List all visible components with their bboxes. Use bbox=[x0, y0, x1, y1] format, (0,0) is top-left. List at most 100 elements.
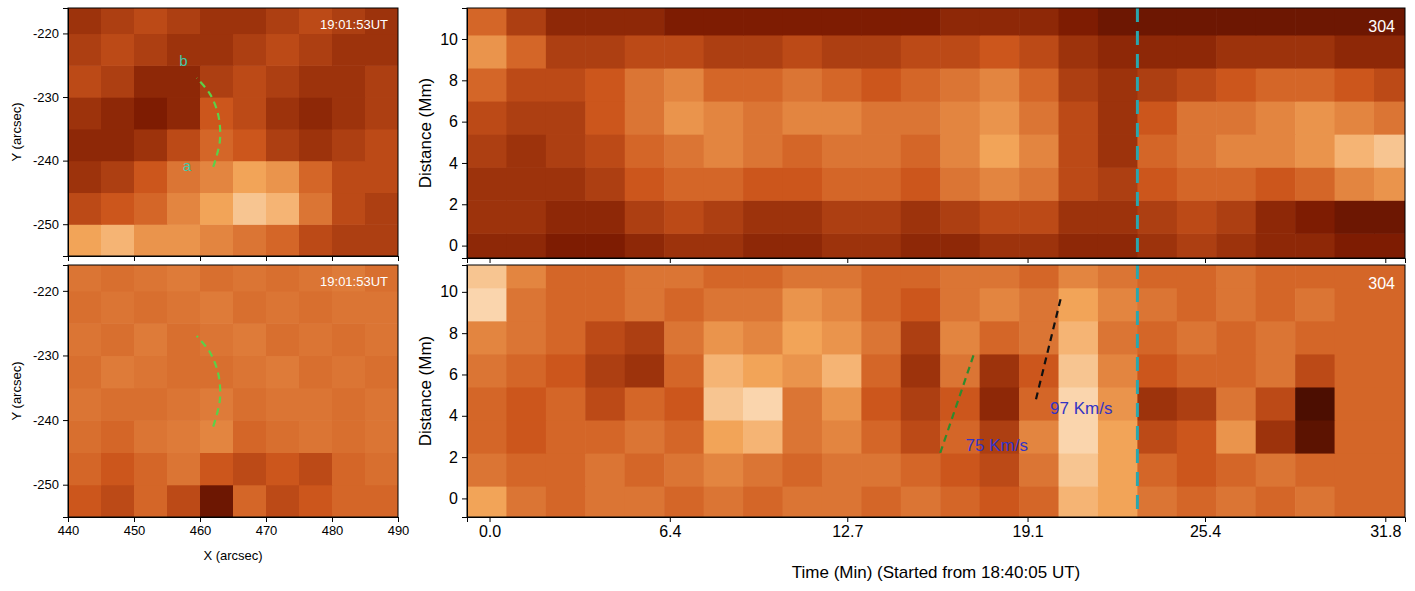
cell bbox=[782, 265, 822, 288]
tick-mark bbox=[462, 292, 467, 293]
cell bbox=[332, 129, 366, 161]
cell bbox=[704, 387, 744, 421]
cell bbox=[1295, 68, 1335, 102]
cell bbox=[365, 65, 398, 97]
annotation: 75 Km/s bbox=[966, 436, 1028, 455]
tick bbox=[1028, 258, 1029, 263]
cell bbox=[1098, 288, 1138, 322]
cell bbox=[1137, 134, 1177, 168]
cell bbox=[1335, 486, 1375, 517]
cell bbox=[901, 354, 941, 388]
tick-label: -220 bbox=[33, 284, 59, 299]
cell bbox=[1256, 387, 1296, 421]
cell bbox=[1019, 486, 1059, 517]
cell bbox=[233, 33, 267, 65]
tick-mark bbox=[63, 420, 68, 421]
tick-mark bbox=[462, 457, 467, 458]
cell bbox=[68, 8, 102, 34]
cell bbox=[467, 354, 507, 388]
panel: -220-230-240-25019:01:53UTabY (arcsec) bbox=[9, 2, 398, 261]
cell bbox=[782, 8, 822, 35]
cell bbox=[1295, 167, 1335, 201]
cell bbox=[1256, 101, 1296, 135]
cell bbox=[233, 161, 267, 193]
tick: 470 bbox=[256, 517, 278, 538]
tick-mark bbox=[1205, 517, 1206, 522]
cell bbox=[1059, 321, 1099, 355]
cell bbox=[506, 8, 546, 35]
axis-line bbox=[63, 266, 69, 518]
tick-label: 0.0 bbox=[479, 523, 501, 540]
cell bbox=[1137, 288, 1177, 322]
cell bbox=[1216, 288, 1256, 322]
cell bbox=[1059, 486, 1099, 517]
cell bbox=[1374, 35, 1405, 69]
cell bbox=[1098, 101, 1138, 135]
tick-label: 440 bbox=[58, 523, 80, 538]
cell bbox=[980, 265, 1020, 288]
cell bbox=[980, 321, 1020, 355]
cell bbox=[1019, 8, 1059, 35]
cell bbox=[1256, 200, 1296, 234]
cell bbox=[200, 265, 234, 291]
cell bbox=[1374, 233, 1405, 258]
cell bbox=[266, 452, 300, 485]
cell bbox=[1019, 35, 1059, 69]
cell bbox=[1137, 321, 1177, 355]
cell bbox=[1374, 354, 1405, 388]
cell bbox=[1059, 420, 1099, 454]
cell bbox=[743, 321, 783, 355]
cell bbox=[822, 486, 862, 517]
cell bbox=[167, 388, 201, 421]
cell bbox=[940, 265, 980, 288]
cell bbox=[467, 387, 507, 421]
cell bbox=[332, 161, 366, 193]
cell bbox=[822, 321, 862, 355]
cell bbox=[861, 134, 901, 168]
cell bbox=[1137, 453, 1177, 487]
cell bbox=[506, 420, 546, 454]
cell bbox=[506, 35, 546, 69]
cell bbox=[1335, 354, 1375, 388]
cell bbox=[1177, 387, 1217, 421]
cell bbox=[940, 233, 980, 258]
cell bbox=[266, 33, 300, 65]
cells bbox=[68, 265, 398, 517]
tick-mark bbox=[847, 258, 848, 263]
tick-mark bbox=[1385, 517, 1386, 522]
cell bbox=[200, 355, 234, 388]
tick-mark bbox=[462, 204, 467, 205]
plot-area bbox=[68, 265, 398, 517]
cell bbox=[822, 134, 862, 168]
cell bbox=[546, 321, 586, 355]
cell bbox=[822, 35, 862, 69]
cell bbox=[299, 388, 333, 421]
cell bbox=[743, 35, 783, 69]
cell bbox=[546, 486, 586, 517]
cell bbox=[1098, 321, 1138, 355]
cell bbox=[743, 420, 783, 454]
cell bbox=[861, 321, 901, 355]
cell bbox=[940, 354, 980, 388]
cell bbox=[1295, 8, 1335, 35]
cell bbox=[1216, 233, 1256, 258]
cell bbox=[1098, 420, 1138, 454]
cell bbox=[1098, 167, 1138, 201]
line bbox=[197, 78, 221, 167]
cell bbox=[134, 161, 168, 193]
y-axis: 0246810 bbox=[440, 266, 467, 518]
cell bbox=[704, 134, 744, 168]
cell bbox=[940, 101, 980, 135]
cell bbox=[266, 420, 300, 453]
axis-line bbox=[69, 518, 399, 523]
cell bbox=[1295, 35, 1335, 69]
cell bbox=[200, 65, 234, 97]
tick-label: 10 bbox=[440, 31, 458, 48]
cell bbox=[299, 355, 333, 388]
cell bbox=[467, 101, 507, 135]
line bbox=[1036, 296, 1061, 399]
cell bbox=[940, 35, 980, 69]
cell bbox=[134, 97, 168, 129]
cell bbox=[585, 101, 625, 135]
tick: 480 bbox=[322, 517, 344, 538]
